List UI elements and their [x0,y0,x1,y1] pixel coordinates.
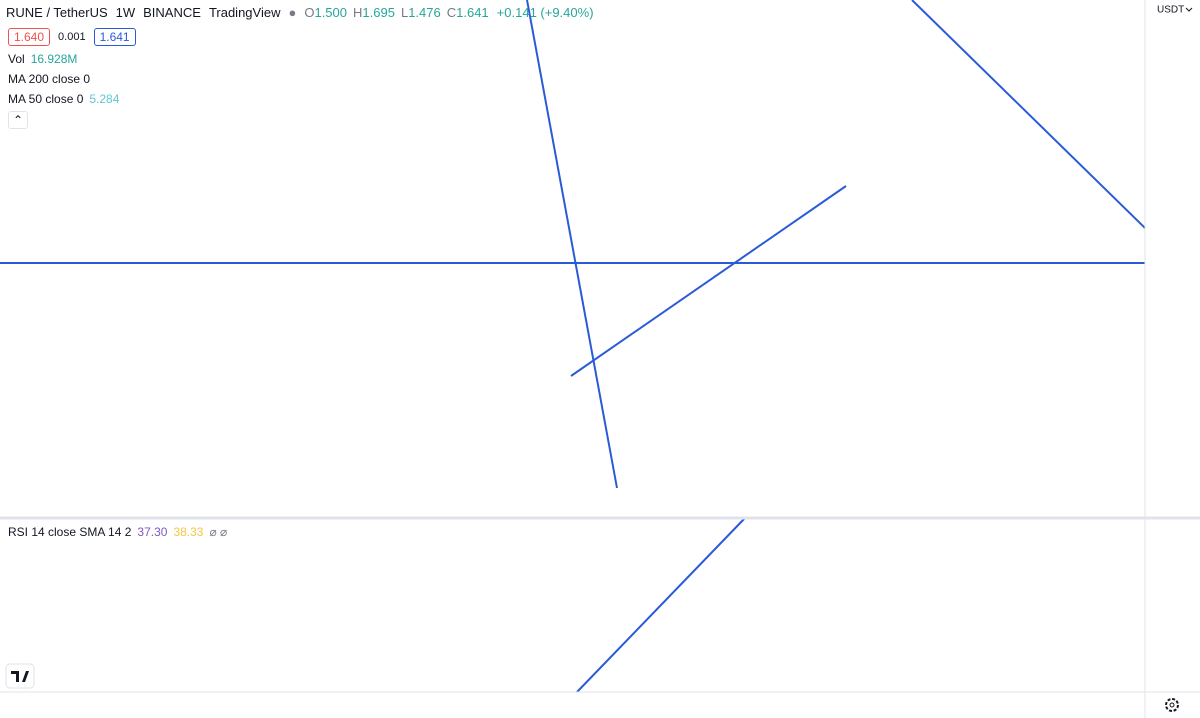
rsi-sma-value: 38.33 [173,525,204,539]
ohlc-item: C1.641 [447,5,489,20]
vol-label: Vol [8,52,25,66]
spread: 0.001 [58,31,86,43]
rsi-value: 37.30 [137,525,168,539]
trend-line[interactable] [526,0,618,489]
source: TradingView [208,5,281,20]
currency-label[interactable]: USDT [1157,5,1184,16]
ma50-legend: MA 50 close 0 5.284 [8,92,119,106]
trend-line[interactable] [570,185,847,377]
drawings [0,0,1146,693]
ohlc: O1.500 H1.695 L1.476 C1.641 [304,5,488,20]
ma50-value: 5.284 [89,92,120,106]
ohlc-value: 1.641 [456,5,489,20]
ohlc-key: C [446,5,457,20]
hide-icon[interactable]: ⌀ ⌀ [209,525,228,539]
bid[interactable]: 1.640 [8,28,51,46]
vol-value: 16.928M [30,52,78,66]
ohlc-value: 1.476 [408,5,441,20]
settings-icon[interactable] [1165,698,1179,712]
trend-line[interactable] [911,0,1146,229]
ohlc-item: L1.476 [401,5,441,20]
change: +0.141 (+9.40%) [496,5,594,20]
ma50-label: MA 50 close 0 [8,92,84,106]
dropdown-icon[interactable] [1185,7,1193,12]
symbol[interactable]: RUNE / TetherUS [6,5,108,20]
rsi-legend: RSI 14 close SMA 14 2 37.30 38.33 ⌀ ⌀ [4,524,232,540]
ask[interactable]: 1.641 [93,28,136,46]
ohlc-item: O1.500 [304,5,347,20]
trend-line[interactable] [576,517,746,693]
symbol-header: RUNE / TetherUS 1W BINANCE TradingView ●… [6,5,594,20]
rsi-label: RSI 14 close SMA 14 2 [8,525,132,539]
tradingview-logo[interactable] [5,663,35,689]
collapse-button[interactable]: ⌃ [8,111,28,129]
ohlc-key: H [353,5,363,20]
interval[interactable]: 1W [115,5,136,20]
ohlc-key: O [304,5,315,20]
ohlc-item: H1.695 [353,5,395,20]
ma200-legend: MA 200 close 0 [8,72,90,86]
ohlc-key: L [400,5,409,20]
quote-boxes: 1.640 0.001 1.641 [8,28,136,46]
volume-legend: Vol 16.928M [8,52,77,66]
ma200-label: MA 200 close 0 [8,72,91,86]
status-dot: ● [288,5,297,20]
ohlc-value: 1.695 [362,5,395,20]
exchange: BINANCE [143,5,201,20]
ohlc-value: 1.500 [314,5,348,20]
